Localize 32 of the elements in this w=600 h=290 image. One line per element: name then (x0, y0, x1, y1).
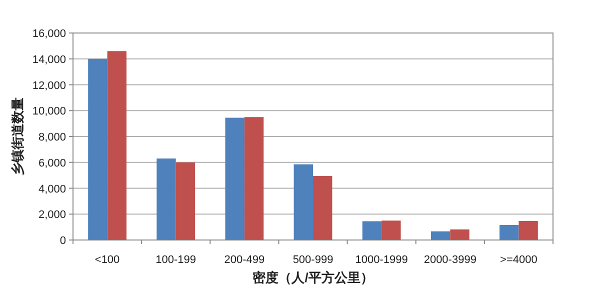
bar (244, 117, 264, 240)
bar (500, 224, 519, 240)
bar (156, 158, 176, 240)
x-tick-label: 200-499 (224, 254, 265, 266)
x-tick-label: 500-999 (292, 254, 334, 266)
x-tick-label: 1000-1999 (355, 254, 408, 266)
x-tick-label: 2000-3999 (424, 254, 476, 266)
y-tick-label: 12,000 (32, 80, 66, 92)
bar (362, 221, 382, 240)
y-tick-label: 10,000 (32, 106, 66, 118)
y-tick-label: 16,000 (32, 28, 66, 40)
y-tick-label: 14,000 (32, 54, 66, 66)
x-tick-label: >=4000 (500, 254, 538, 266)
bar (107, 51, 126, 240)
bar (382, 220, 401, 240)
y-axis-title: 乡镇街道数量 (10, 98, 25, 176)
bar (450, 229, 470, 240)
bar (294, 164, 313, 240)
bar (430, 231, 450, 240)
y-tick-label: 2,000 (38, 209, 66, 222)
y-tick-label: 0 (60, 235, 66, 247)
x-tick-label: 100-199 (156, 254, 196, 266)
x-tick-label: <100 (94, 254, 120, 266)
y-tick-label: 6,000 (38, 157, 66, 170)
bar (518, 220, 538, 240)
bar (225, 118, 244, 240)
y-tick-label: 8,000 (38, 132, 66, 144)
bar (88, 58, 108, 240)
bar (176, 162, 196, 240)
x-axis-title: 密度（人/平方公里） (252, 270, 374, 285)
y-tick-label: 4,000 (38, 183, 66, 196)
bar (313, 176, 332, 240)
